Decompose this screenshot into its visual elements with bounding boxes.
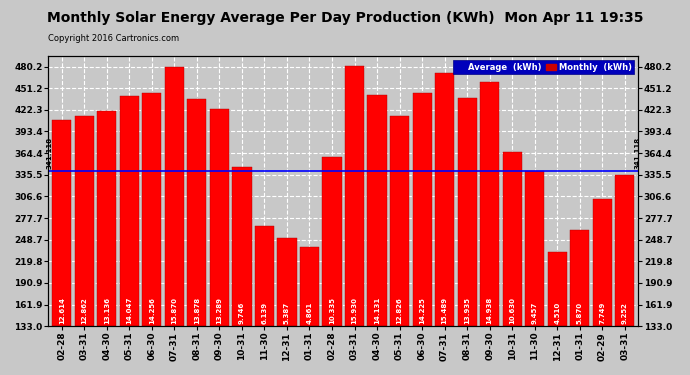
Text: 14.938: 14.938 <box>486 297 493 324</box>
Text: Monthly Solar Energy Average Per Day Production (KWh)  Mon Apr 11 19:35: Monthly Solar Energy Average Per Day Pro… <box>47 11 643 25</box>
Text: 13.136: 13.136 <box>104 297 110 324</box>
Bar <box>52 120 71 326</box>
Text: 12.614: 12.614 <box>59 297 65 324</box>
Bar <box>233 167 252 326</box>
Bar <box>570 230 589 326</box>
Text: 5.870: 5.870 <box>577 302 583 324</box>
Text: 10.630: 10.630 <box>509 297 515 324</box>
Bar <box>525 171 544 326</box>
Text: 13.935: 13.935 <box>464 297 470 324</box>
Bar <box>97 111 117 326</box>
Bar <box>548 252 566 326</box>
Text: 15.930: 15.930 <box>351 297 357 324</box>
Text: 15.489: 15.489 <box>442 297 448 324</box>
Text: 14.047: 14.047 <box>126 297 132 324</box>
Text: 14.131: 14.131 <box>374 297 380 324</box>
Text: 4.861: 4.861 <box>306 302 313 324</box>
Text: 13.878: 13.878 <box>194 297 200 324</box>
Text: 4.510: 4.510 <box>554 302 560 324</box>
Bar <box>593 200 612 326</box>
Bar <box>322 157 342 326</box>
Text: 14.256: 14.256 <box>149 297 155 324</box>
Bar <box>277 238 297 326</box>
Bar <box>165 66 184 326</box>
Bar <box>413 93 432 326</box>
Bar <box>75 116 94 326</box>
Text: 9.457: 9.457 <box>532 302 538 324</box>
Text: 10.335: 10.335 <box>329 297 335 324</box>
Bar <box>300 247 319 326</box>
Text: 12.862: 12.862 <box>81 297 88 324</box>
Text: 15.870: 15.870 <box>171 297 177 324</box>
Text: 9.746: 9.746 <box>239 302 245 324</box>
Text: 14.225: 14.225 <box>419 297 425 324</box>
Bar <box>435 73 454 326</box>
Text: Copyright 2016 Cartronics.com: Copyright 2016 Cartronics.com <box>48 34 179 43</box>
Text: 6.139: 6.139 <box>262 302 268 324</box>
Text: 7.749: 7.749 <box>599 302 605 324</box>
Bar <box>502 152 522 326</box>
Bar <box>615 175 634 326</box>
Text: 13.289: 13.289 <box>217 297 222 324</box>
Bar <box>255 226 274 326</box>
Bar <box>345 66 364 326</box>
Bar <box>210 109 229 326</box>
Bar <box>390 116 409 326</box>
Bar <box>457 98 477 326</box>
Text: 341.118: 341.118 <box>46 137 52 169</box>
Text: 9.252: 9.252 <box>622 302 628 324</box>
Text: 341.118: 341.118 <box>634 137 640 169</box>
Bar <box>142 93 161 326</box>
Bar <box>120 96 139 326</box>
Bar <box>368 95 386 326</box>
Text: 5.387: 5.387 <box>284 302 290 324</box>
Text: 12.826: 12.826 <box>397 297 402 324</box>
Legend: Average  (kWh), Monthly  (kWh): Average (kWh), Monthly (kWh) <box>453 60 634 74</box>
Bar <box>188 99 206 326</box>
Bar <box>480 82 499 326</box>
